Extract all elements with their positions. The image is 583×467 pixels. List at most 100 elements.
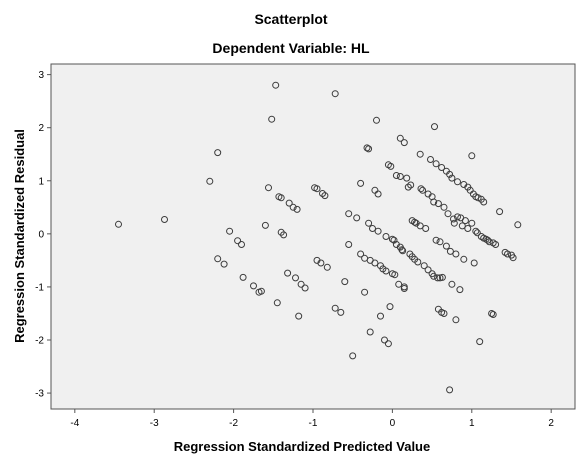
- data-point: [464, 225, 472, 232]
- x-tick-label: -2: [229, 418, 238, 429]
- data-point: [416, 150, 424, 158]
- data-point: [480, 198, 488, 206]
- data-point: [458, 222, 466, 230]
- data-point: [444, 210, 452, 218]
- data-point: [407, 181, 415, 189]
- data-point: [295, 312, 303, 320]
- data-point: [514, 221, 522, 229]
- data-point: [345, 210, 353, 218]
- data-point: [265, 184, 272, 192]
- y-tick-label: 3: [38, 70, 44, 81]
- data-point: [361, 288, 369, 296]
- data-point: [366, 328, 374, 336]
- data-point: [432, 160, 440, 168]
- data-point: [238, 241, 245, 248]
- data-point: [261, 221, 269, 229]
- data-point: [293, 205, 301, 213]
- data-point: [206, 177, 214, 185]
- data-point: [214, 149, 222, 157]
- data-point: [321, 192, 329, 200]
- data-point: [337, 308, 345, 316]
- data-point: [226, 227, 234, 235]
- data-point: [214, 255, 222, 263]
- data-point: [161, 216, 168, 223]
- chart-title: Scatterplot: [254, 11, 327, 27]
- x-axis-title: Regression Standardized Predicted Value: [174, 439, 430, 454]
- data-point: [357, 250, 365, 258]
- data-point: [369, 225, 376, 232]
- data-point: [400, 139, 408, 147]
- data-point: [277, 194, 285, 202]
- data-point: [492, 241, 500, 248]
- data-point: [473, 229, 481, 237]
- data-point: [396, 173, 404, 180]
- data-point: [419, 186, 427, 194]
- data-point: [363, 144, 371, 152]
- data-point: [353, 214, 361, 222]
- data-point: [416, 222, 424, 230]
- data-point: [454, 178, 461, 186]
- data-point: [448, 174, 456, 182]
- data-point: [456, 286, 464, 294]
- data-point: [301, 284, 309, 292]
- y-axis: 3 2 1 0 -1 -2 -3: [35, 70, 51, 400]
- data-point: [489, 311, 497, 318]
- data-point: [387, 162, 395, 170]
- data-point: [331, 90, 339, 98]
- data-point: [384, 340, 392, 348]
- data-point: [504, 250, 511, 258]
- data-point: [424, 266, 432, 274]
- data-point: [371, 259, 379, 267]
- data-point: [474, 194, 482, 202]
- y-axis-title: Regression Standardized Residual: [12, 129, 27, 343]
- data-point: [313, 185, 321, 193]
- data-point: [357, 179, 365, 187]
- data-point: [460, 255, 468, 263]
- chart-subtitle: Dependent Variable: HL: [212, 40, 370, 56]
- data-point: [377, 312, 384, 320]
- data-point: [220, 260, 228, 268]
- data-point: [280, 231, 288, 239]
- y-tick-label: 1: [38, 176, 44, 187]
- data-point: [476, 338, 484, 346]
- data-point: [430, 272, 438, 280]
- data-point: [373, 116, 380, 124]
- data-point: [442, 242, 450, 250]
- data-point: [234, 237, 242, 245]
- data-point: [496, 208, 504, 216]
- data-point: [374, 227, 382, 235]
- data-point: [470, 259, 478, 267]
- data-point: [446, 170, 454, 178]
- data-point: [382, 267, 390, 275]
- data-point: [452, 250, 460, 258]
- data-point: [349, 352, 357, 360]
- data-point: [386, 303, 394, 311]
- data-point: [440, 310, 448, 317]
- data-point: [272, 81, 280, 89]
- x-tick-label: -1: [309, 418, 318, 429]
- data-point: [284, 269, 292, 277]
- data-point: [411, 218, 419, 226]
- data-point: [285, 199, 293, 207]
- data-point: [468, 152, 476, 160]
- data-point: [434, 274, 442, 282]
- data-point: [392, 172, 400, 179]
- data-point: [448, 280, 456, 288]
- data-point: [509, 254, 517, 262]
- data-point: [468, 219, 476, 227]
- x-axis: -4 -3 -2 -1 0 1 2: [70, 409, 554, 429]
- data-point: [398, 246, 406, 254]
- data-point: [461, 217, 469, 225]
- data-point: [417, 185, 425, 193]
- data-point: [431, 123, 438, 131]
- y-tick-label: 0: [38, 229, 44, 240]
- data-point: [273, 299, 281, 307]
- x-tick-label: 2: [548, 418, 554, 429]
- data-point: [452, 316, 460, 324]
- data-point: [472, 227, 480, 235]
- data-point: [257, 287, 265, 295]
- data-point: [381, 336, 388, 344]
- data-point: [446, 386, 454, 394]
- data-point: [430, 198, 438, 206]
